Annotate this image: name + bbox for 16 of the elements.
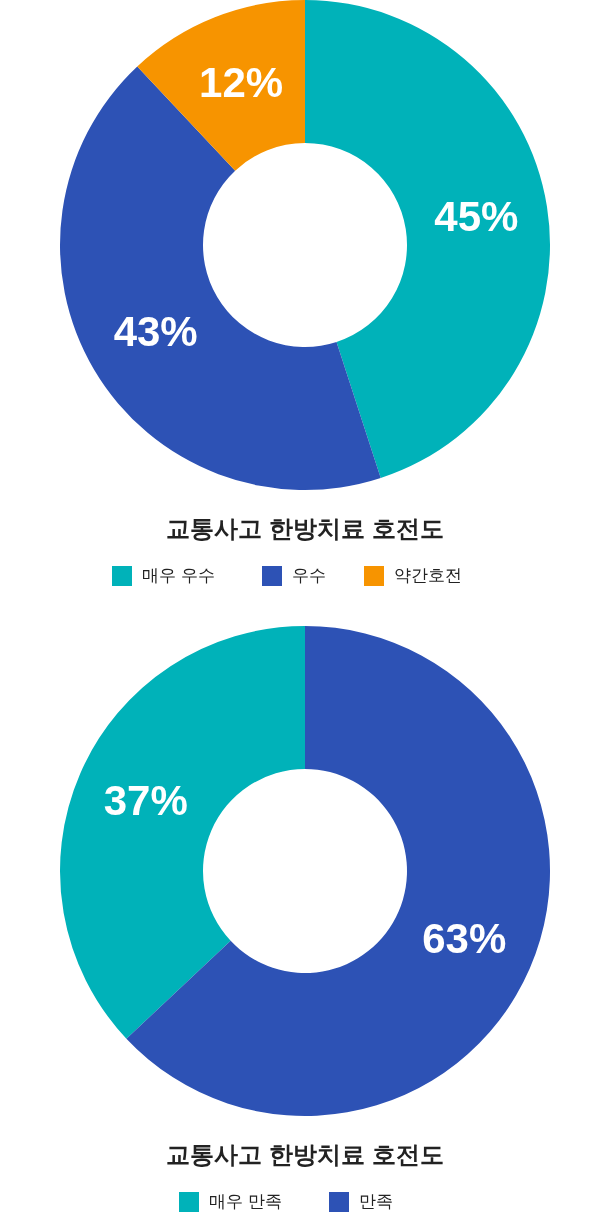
donut-slice: [305, 0, 550, 479]
text: 교통사고 한방치료 호전도: [166, 1141, 444, 1168]
text: 교통사고 한방치료 호전도: [166, 515, 444, 542]
data-label: 37%: [103, 777, 188, 825]
data-label: 63%: [422, 914, 507, 962]
data-label: 43%: [113, 308, 198, 356]
legend-label: 만족: [359, 1192, 393, 1211]
data-label: 12%: [199, 58, 284, 106]
donut-slice: [60, 626, 305, 1039]
legend-label: 우수: [292, 566, 326, 585]
donut-slice: [60, 66, 381, 490]
legend-label: 약간호전: [394, 566, 462, 585]
data-label: 45%: [434, 192, 519, 240]
legend-label: 매우 우수: [142, 566, 215, 585]
donut-slice: [137, 0, 305, 171]
legend-label: 매우 만족: [209, 1192, 282, 1211]
